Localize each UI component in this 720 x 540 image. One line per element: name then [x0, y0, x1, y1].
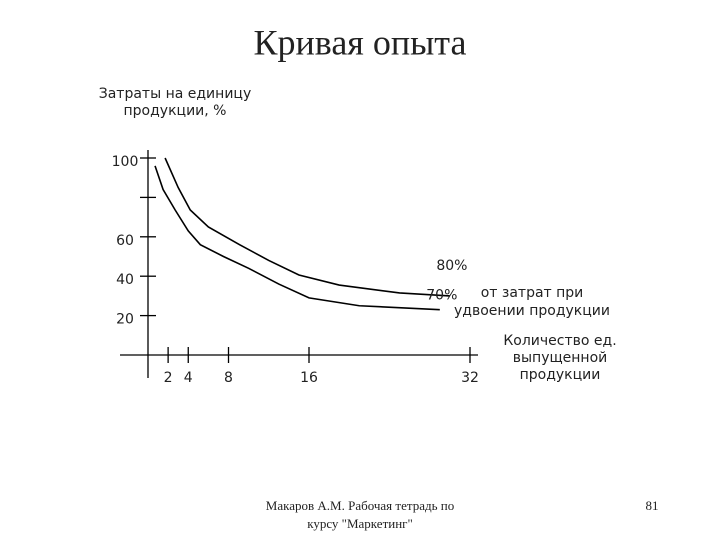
- x-tick-label: 2: [164, 370, 173, 386]
- x-tick-label: 32: [461, 370, 479, 386]
- y-tick-label: 100: [112, 154, 139, 170]
- annotation: удвоении продукции: [454, 303, 610, 319]
- y-axis-label: Затраты на единицу: [99, 86, 251, 102]
- line: [164, 157, 450, 297]
- y-tick-label: 60: [116, 233, 134, 249]
- x-tick-label: 4: [184, 370, 193, 386]
- page-number: 81: [646, 498, 659, 513]
- x-tick-label: 16: [300, 370, 318, 386]
- annotation: от затрат при: [481, 285, 584, 301]
- chart-title: Кривая опыта: [254, 22, 467, 62]
- y-tick-label: 20: [116, 312, 134, 328]
- series-label: 80%: [436, 258, 467, 274]
- series-label: 70%: [426, 288, 457, 304]
- footer: Макаров А.М. Рабочая тетрадь по: [266, 498, 454, 513]
- y-tick-label: 40: [116, 272, 134, 288]
- x-axis-label: Количество ед.: [503, 333, 616, 349]
- footer: курсу "Маркетинг": [307, 516, 413, 531]
- line: [154, 165, 440, 311]
- x-axis-label: продукции: [520, 367, 601, 383]
- x-axis-label: выпущенной: [513, 350, 608, 366]
- x-tick-label: 8: [224, 370, 233, 386]
- y-axis-label: продукции, %: [124, 103, 227, 119]
